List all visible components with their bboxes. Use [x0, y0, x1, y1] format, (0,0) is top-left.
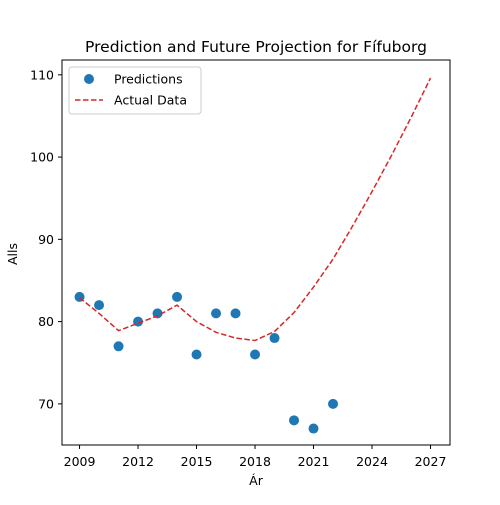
actual-data-line [79, 77, 432, 342]
y-tick-label: 80 [38, 314, 54, 329]
prediction-point [172, 291, 183, 302]
x-tick-label: 2027 [415, 454, 447, 469]
y-tick-label: 100 [30, 150, 54, 165]
prediction-point [211, 308, 222, 319]
x-tick-label: 2018 [239, 454, 271, 469]
prediction-point [230, 308, 241, 319]
y-axis-label: Alls [5, 243, 20, 265]
x-tick-label: 2024 [356, 454, 388, 469]
x-tick-label: 2021 [298, 454, 330, 469]
prediction-point [289, 415, 300, 426]
legend-predictions-marker [84, 74, 94, 84]
y-tick-label: 90 [38, 232, 54, 247]
x-axis-label: Ár [249, 473, 264, 488]
x-tick-label: 2015 [181, 454, 213, 469]
x-tick-label: 2009 [64, 454, 96, 469]
plot-content [74, 77, 432, 434]
prediction-point [191, 349, 202, 360]
x-tick-label: 2012 [122, 454, 154, 469]
prediction-point [152, 308, 163, 319]
legend-predictions-label: Predictions [114, 72, 183, 87]
plot-frame [61, 59, 451, 446]
y-tick-label: 70 [38, 396, 54, 411]
legend-actual-data-label: Actual Data [114, 93, 187, 108]
prediction-point [269, 333, 280, 344]
legend-box [68, 66, 202, 115]
chart-title: Prediction and Future Projection for Fíf… [85, 38, 427, 56]
prediction-point [113, 341, 124, 352]
x-axis-ticks: 2009 2012 2015 2018 2021 2024 2027 [64, 445, 447, 469]
prediction-point [250, 349, 261, 360]
prediction-point [94, 300, 105, 311]
y-axis-ticks: 70 80 90 100 110 [30, 67, 62, 411]
prediction-point [328, 398, 339, 409]
prediction-point [308, 423, 319, 434]
y-tick-label: 110 [30, 67, 54, 82]
legend: Predictions Actual Data [68, 66, 202, 115]
